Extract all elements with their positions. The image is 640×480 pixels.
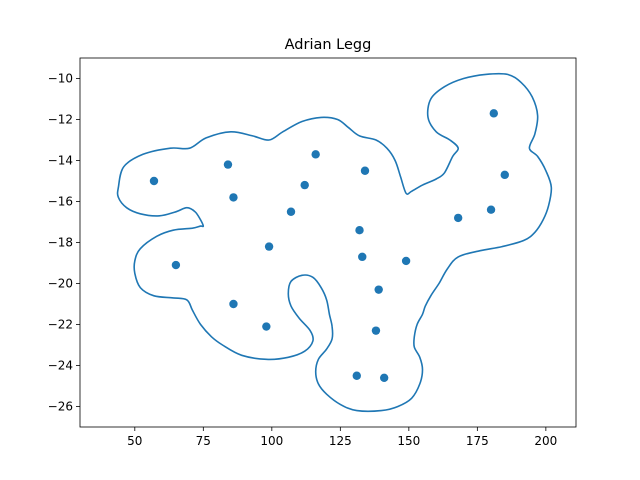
- y-tick-label: −20: [48, 277, 73, 291]
- data-point: [500, 170, 509, 180]
- data-point: [352, 371, 361, 380]
- data-point: [355, 226, 364, 235]
- y-tick-label: −12: [48, 113, 73, 127]
- data-point: [264, 242, 274, 251]
- x-tick-label: 100: [260, 434, 283, 448]
- chart-title: Adrian Legg: [285, 37, 372, 53]
- data-point: [311, 150, 320, 159]
- data-point: [489, 109, 498, 118]
- y-tick-label: −16: [48, 195, 73, 209]
- data-point: [371, 326, 381, 335]
- data-point: [360, 166, 370, 175]
- x-tick-label: 200: [534, 434, 557, 448]
- y-tick-label: −26: [48, 400, 73, 414]
- data-point: [262, 322, 271, 331]
- y-tick-label: −10: [48, 72, 73, 86]
- data-point: [358, 252, 367, 262]
- x-axis: 50 75 100 125 150 175 200: [127, 427, 557, 448]
- y-tick-label: −22: [48, 318, 73, 332]
- data-point: [300, 180, 309, 190]
- data-point: [374, 285, 383, 294]
- data-point: [229, 299, 238, 309]
- x-tick-label: 125: [329, 434, 352, 448]
- x-tick-label: 150: [397, 434, 420, 448]
- data-point: [286, 207, 296, 216]
- data-point: [223, 160, 233, 169]
- data-point: [379, 373, 389, 382]
- y-axis: −10 −12 −14 −16 −18 −20 −22 −24 −26: [48, 72, 80, 414]
- x-tick-label: 50: [127, 434, 142, 448]
- plot-frame: [79, 57, 577, 428]
- x-tick-label: 175: [466, 434, 489, 448]
- y-tick-label: −24: [48, 359, 73, 373]
- data-point: [486, 205, 496, 214]
- y-tick-label: −14: [48, 154, 73, 168]
- data-point: [229, 193, 238, 202]
- cluster-outline: [116, 72, 553, 413]
- data-points: [149, 109, 509, 382]
- data-point: [149, 176, 159, 186]
- data-point: [453, 213, 463, 223]
- y-tick-label: −18: [48, 236, 73, 250]
- x-tick-label: 75: [196, 434, 211, 448]
- data-point: [171, 260, 181, 270]
- data-point: [401, 256, 411, 266]
